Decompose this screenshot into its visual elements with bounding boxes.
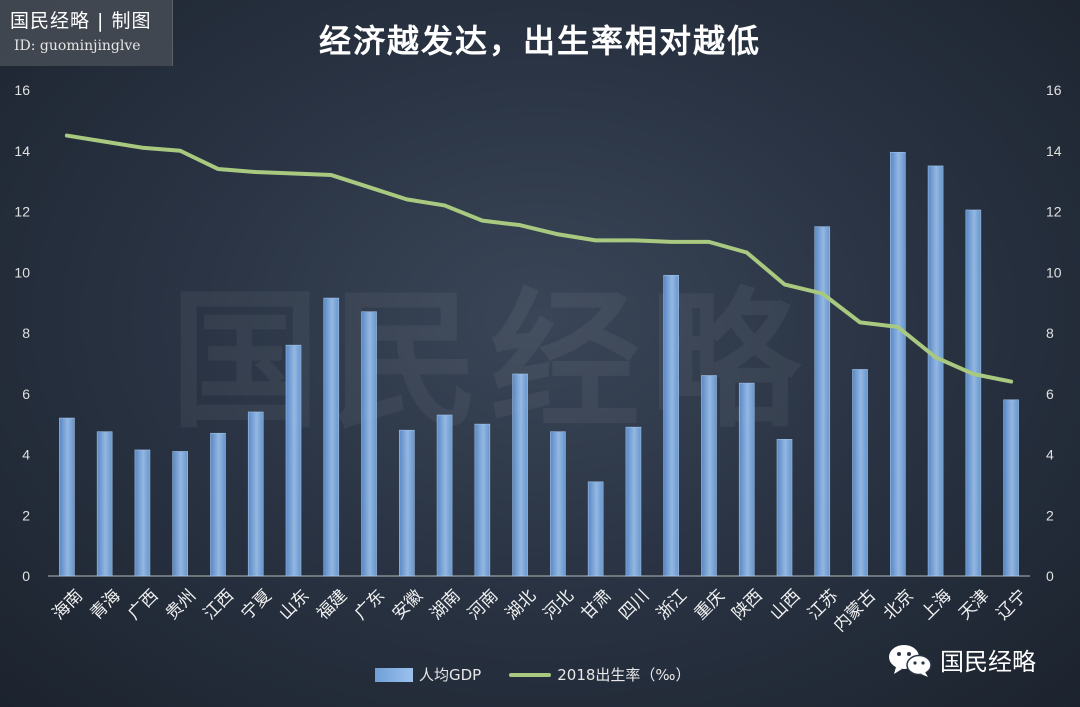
x-tick-label: 山东	[275, 586, 313, 624]
x-tick-label: 河南	[464, 586, 502, 624]
y2-tick-label: 14	[1046, 143, 1062, 159]
bar	[59, 417, 75, 577]
bar	[890, 151, 906, 577]
x-tick-label: 广西	[124, 586, 162, 624]
x-tick-label: 天津	[955, 586, 993, 624]
x-tick-label: 辽宁	[993, 586, 1031, 624]
y2-tick-label: 12	[1046, 204, 1062, 220]
legend-bar-swatch	[375, 667, 413, 682]
bar	[738, 382, 755, 577]
y-tick-label: 10	[14, 264, 30, 280]
x-tick-label: 上海	[917, 586, 955, 624]
chart-title: 经济越发达，出生率相对越低	[318, 22, 761, 60]
line-series	[64, 133, 1014, 384]
bar	[587, 481, 604, 577]
bar	[134, 449, 151, 577]
legend-bar-label: 人均GDP	[419, 666, 482, 684]
x-tick-label: 山西	[766, 586, 804, 624]
y-tick-label: 8	[22, 325, 30, 341]
bar	[436, 414, 453, 577]
wechat-icon	[889, 644, 932, 677]
brand-id: ID: guominjinglve	[14, 38, 141, 54]
y2-tick-label: 2	[1046, 507, 1054, 523]
legend: 人均GDP 2018出生率（‰）	[375, 664, 691, 685]
x-tick-label: 陕西	[729, 586, 767, 624]
bar	[550, 431, 566, 577]
bar	[474, 423, 491, 577]
brand-name: 国民经略 | 制图	[10, 10, 152, 32]
x-tick-label: 湖北	[502, 586, 540, 624]
y-tick-label: 14	[14, 143, 30, 159]
bar	[927, 165, 944, 577]
bar	[399, 429, 415, 577]
x-tick-label: 四川	[615, 586, 653, 624]
bar	[852, 369, 868, 577]
bar	[247, 411, 264, 577]
footer-brand: 国民经略	[888, 642, 1036, 677]
y2-tick-label: 0	[1046, 568, 1054, 584]
bar	[814, 226, 831, 577]
y-tick-label: 4	[22, 447, 30, 463]
y2-tick-label: 10	[1046, 264, 1062, 280]
x-tick-label: 安徽	[389, 586, 427, 624]
x-tick-label: 北京	[880, 586, 918, 624]
y2-tick-label: 4	[1046, 447, 1054, 463]
bar	[776, 439, 793, 577]
x-tick-label: 海南	[49, 586, 87, 624]
y2-tick-label: 6	[1046, 386, 1054, 402]
y-tick-label: 0	[22, 568, 30, 584]
y-tick-label: 16	[14, 82, 30, 98]
brand-box: 国民经略 | 制图 ID: guominjinglve	[0, 0, 173, 66]
bar	[285, 344, 302, 577]
x-tick-label: 湖南	[426, 586, 464, 624]
bar	[96, 431, 113, 577]
bar	[361, 311, 377, 577]
y2-tick-label: 8	[1046, 325, 1054, 341]
x-tick-label: 内蒙古	[830, 586, 880, 636]
y-tick-label: 6	[22, 386, 30, 402]
bar	[965, 209, 982, 577]
bar	[172, 451, 188, 577]
x-tick-label: 宁夏	[238, 586, 276, 624]
x-tick-label: 浙江	[653, 586, 691, 624]
legend-line-swatch	[509, 672, 552, 677]
bar	[323, 297, 340, 577]
bar	[512, 373, 528, 577]
x-tick-label: 甘肃	[577, 586, 615, 624]
y-tick-label: 12	[14, 204, 30, 220]
y-tick-label: 2	[22, 507, 30, 523]
x-tick-label: 广东	[351, 586, 389, 624]
x-tick-label: 江西	[200, 586, 238, 624]
y2-tick-label: 16	[1046, 82, 1062, 98]
footer-brand-label: 国民经略	[940, 648, 1036, 676]
x-tick-label: 青海	[86, 586, 124, 624]
bar	[663, 274, 679, 577]
x-tick-label: 河北	[540, 586, 578, 624]
bar	[625, 426, 642, 577]
bar	[701, 375, 717, 577]
x-tick-label: 重庆	[691, 586, 729, 624]
x-tick-label: 福建	[313, 586, 351, 624]
legend-line-label: 2018出生率（‰）	[557, 666, 691, 684]
bar	[210, 432, 226, 577]
x-tick-label: 贵州	[162, 586, 200, 624]
bar	[1003, 399, 1019, 577]
